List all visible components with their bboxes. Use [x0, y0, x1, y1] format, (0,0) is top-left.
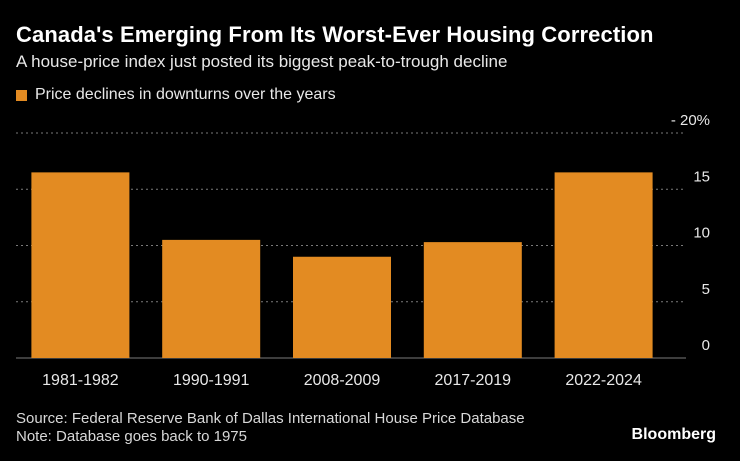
note-text: Note: Database goes back to 1975 [16, 428, 247, 445]
bar [423, 242, 522, 358]
legend-label: Price declines in downturns over the yea… [35, 86, 336, 103]
bar [554, 172, 653, 358]
source-note: Source: Federal Reserve Bank of Dallas I… [16, 410, 525, 446]
legend: Price declines in downturns over the yea… [16, 86, 336, 104]
bar [293, 256, 391, 358]
chart-title: Canada's Emerging From Its Worst-Ever Ho… [16, 22, 654, 47]
legend-swatch [16, 89, 27, 101]
source-text: Source: Federal Reserve Bank of Dallas I… [16, 410, 525, 427]
x-tick-label: 2022-2024 [565, 372, 642, 389]
bar [31, 172, 130, 358]
x-tick-label: 1981-1982 [42, 372, 119, 389]
y-tick-label: 15 [693, 168, 710, 185]
x-tick-label: 2008-2009 [304, 372, 381, 389]
y-tick-label: 5 [702, 281, 710, 298]
x-tick-label: 2017-2019 [435, 372, 512, 389]
y-tick-label: - 20% [671, 112, 710, 129]
x-tick-label: 1990-1991 [173, 372, 250, 389]
bar [162, 239, 261, 358]
bloomberg-logo: Bloomberg [631, 426, 716, 443]
chart-subtitle: A house-price index just posted its bigg… [16, 52, 508, 71]
y-tick-label: 0 [702, 337, 710, 354]
y-tick-label: 10 [693, 225, 710, 242]
